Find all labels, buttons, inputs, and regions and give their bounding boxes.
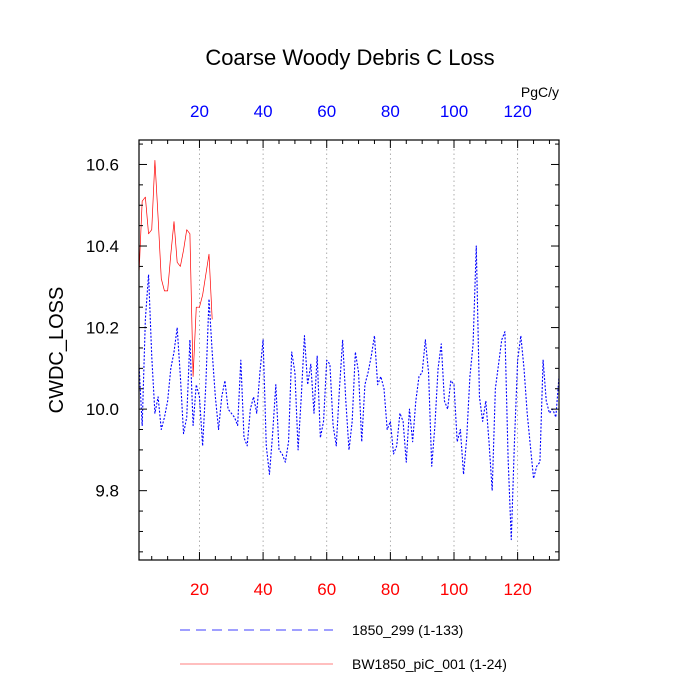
x-tick-label-bottom: 60 xyxy=(317,580,336,599)
x-tick-label-bottom: 120 xyxy=(503,580,531,599)
x-tick-label-bottom: 100 xyxy=(440,580,468,599)
series-layer xyxy=(138,160,560,541)
grid-layer xyxy=(199,140,519,560)
x-tick-label-top: 40 xyxy=(254,102,273,121)
series-line-bw1850-picontrol xyxy=(138,160,213,377)
x-tick-label-top: 100 xyxy=(440,102,468,121)
legend-label-bw1850-picontrol: BW1850_piC_001 (1-24) xyxy=(352,656,507,672)
x-tick-label-top: 80 xyxy=(381,102,400,121)
y-tick-label: 9.8 xyxy=(95,482,119,501)
x-tick-label-bottom: 40 xyxy=(254,580,273,599)
legend: 1850_299 (1-133) BW1850_piC_001 (1-24) xyxy=(180,622,507,672)
units-label: PgC/y xyxy=(521,84,559,100)
x-tick-label-bottom: 80 xyxy=(381,580,400,599)
y-tick-label: 10.2 xyxy=(86,319,119,338)
y-axis-label: CWDC_LOSS xyxy=(46,287,68,414)
chart-title: Coarse Woody Debris C Loss xyxy=(205,45,494,70)
series-line-1850-299 xyxy=(138,245,560,541)
x-tick-label-bottom: 20 xyxy=(190,580,209,599)
y-tick-label: 10.6 xyxy=(86,155,119,174)
plot-frame xyxy=(138,139,560,561)
y-tick-label: 10.4 xyxy=(86,237,119,256)
axis-layer: 20 20 40 40 60 60 80 80 100 100 120 120 9.8 10.0 10.2 1… xyxy=(86,102,559,599)
x-tick-label-top: 60 xyxy=(317,102,336,121)
x-tick-label-top: 120 xyxy=(503,102,531,121)
x-tick-label-top: 20 xyxy=(190,102,209,121)
y-tick-label: 10.0 xyxy=(86,400,119,419)
legend-label-1850-299: 1850_299 (1-133) xyxy=(352,622,463,638)
